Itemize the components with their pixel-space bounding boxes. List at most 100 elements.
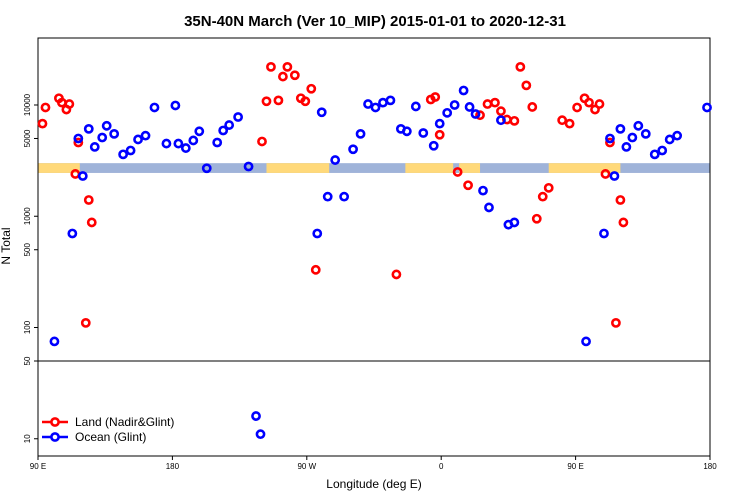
ocean-point [657, 145, 668, 156]
land-point [509, 115, 520, 126]
ocean-point [378, 97, 388, 108]
land-point [615, 195, 626, 205]
x-axis-label: Longitude (deg E) [326, 477, 421, 491]
ocean-point [484, 202, 494, 213]
ocean-point [316, 107, 327, 118]
ocean-point [140, 130, 151, 141]
ocean-point [355, 128, 366, 139]
ocean-point [649, 149, 660, 160]
ocean-point [627, 132, 638, 143]
ocean-point [621, 142, 632, 152]
land-band-segment [266, 163, 330, 173]
land-point [564, 118, 575, 129]
legend-marker [50, 417, 60, 427]
ocean-point [428, 140, 439, 151]
land-point [605, 137, 615, 148]
ocean-point [442, 107, 453, 118]
ocean-point [434, 118, 445, 129]
land-point [289, 70, 300, 81]
ocean-point [243, 161, 254, 172]
ocean-point [73, 133, 84, 144]
x-axis-ticks: 90 E 180 90 W 0 90 E 180 [30, 456, 717, 471]
land-point [452, 167, 463, 177]
land-point [463, 180, 473, 191]
ocean-point [370, 102, 381, 113]
land-band-segment [405, 163, 454, 173]
ocean-point [89, 142, 100, 152]
y-tick-label: 50 [23, 356, 32, 365]
x-tick-label: 90 W [297, 462, 316, 471]
ocean-point [640, 128, 651, 139]
land-point [594, 99, 605, 109]
land-point [527, 102, 538, 112]
land-point [515, 61, 526, 72]
land-point [282, 61, 293, 72]
land-point [391, 269, 402, 280]
land-point [300, 96, 311, 107]
ocean-point [672, 130, 683, 141]
ocean-point [410, 101, 421, 112]
ocean-point [201, 163, 212, 174]
land-point [278, 71, 288, 82]
x-tick-label: 90 E [567, 462, 583, 471]
x-tick-label: 180 [703, 462, 717, 471]
ocean-point [118, 149, 129, 160]
ocean-point [605, 133, 615, 144]
land-point [475, 110, 485, 121]
y-axis-ticks: 10 50 100 500 1000 5000 10000 [23, 93, 38, 443]
ocean-point [188, 135, 199, 146]
land-point [543, 182, 554, 193]
land-point [557, 115, 568, 126]
land-point [611, 318, 621, 328]
ocean-point [322, 191, 333, 202]
land-point [257, 136, 267, 147]
plot-frame [37, 37, 711, 457]
legend-marker [50, 432, 60, 442]
land-point [273, 95, 284, 106]
ocean-point [496, 115, 506, 126]
ocean-point [161, 138, 172, 149]
ocean-point [401, 126, 412, 137]
ocean-point [83, 123, 94, 134]
ocean-point [330, 155, 341, 165]
ocean-point [133, 134, 143, 145]
ocean-point [173, 138, 184, 149]
ocean-point [101, 120, 112, 131]
x-tick-label: 90 E [30, 462, 46, 471]
ocean-point [609, 171, 620, 181]
land-point [434, 129, 445, 140]
land-band-segment [459, 163, 481, 173]
land-point [37, 118, 48, 129]
land-point [80, 318, 91, 328]
ocean-band [38, 163, 710, 173]
ocean-point [125, 145, 136, 156]
ocean-point [218, 125, 229, 136]
ocean-point [180, 143, 191, 153]
ocean-point [339, 191, 350, 202]
ocean-point [449, 100, 460, 110]
data-points [37, 61, 712, 440]
ocean-point [77, 171, 88, 181]
ocean-point [458, 85, 469, 96]
ocean-point [255, 429, 266, 440]
land-point [306, 83, 317, 94]
y-tick-label: 1000 [23, 207, 32, 225]
ocean-point [149, 102, 160, 113]
y-tick-label: 5000 [23, 129, 32, 147]
ocean-point [464, 102, 475, 112]
land-point [482, 99, 493, 109]
ocean-point [312, 228, 323, 239]
land-point [521, 80, 532, 91]
legend-label: Ocean (Glint) [75, 430, 146, 444]
ocean-point [109, 128, 120, 139]
land-point [40, 102, 51, 113]
y-tick-label: 500 [23, 243, 32, 257]
ocean-point [348, 144, 358, 155]
land-point [531, 213, 542, 224]
land-point [70, 169, 81, 179]
chart-title: 35N-40N March (Ver 10_MIP) 2015-01-01 to… [184, 13, 566, 30]
ocean-point [470, 109, 481, 119]
land-point [86, 217, 97, 228]
ocean-point [49, 336, 60, 347]
